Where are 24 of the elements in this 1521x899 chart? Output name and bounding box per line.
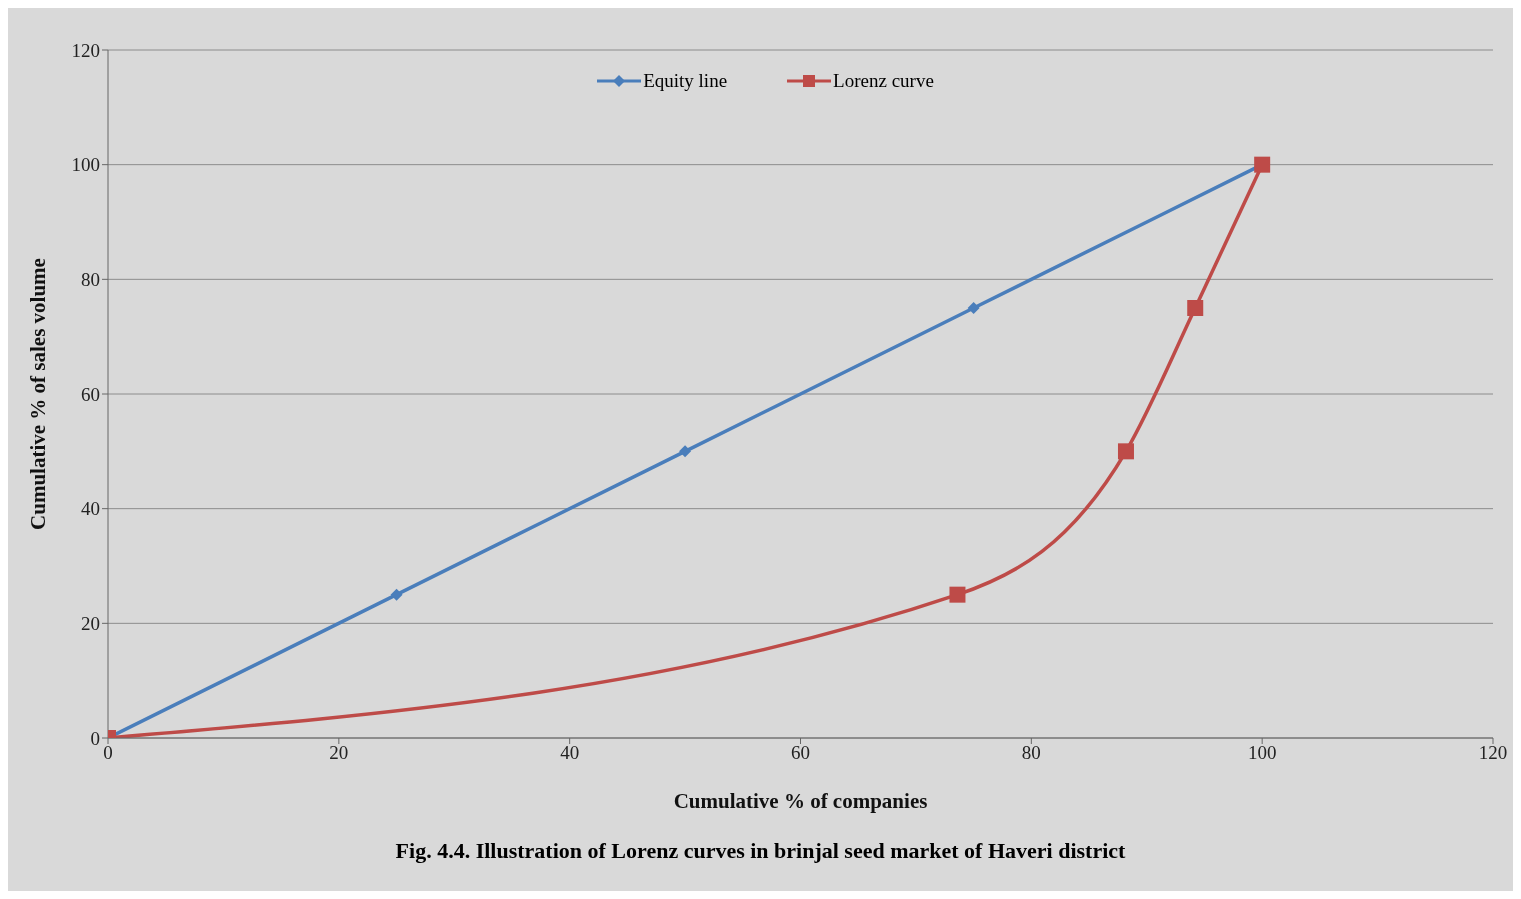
y-tick-label: 40 — [81, 498, 100, 520]
x-tick-label: 80 — [1021, 742, 1041, 764]
y-tick-label: 20 — [81, 613, 100, 635]
point — [1117, 443, 1134, 460]
point — [1187, 300, 1204, 316]
point — [390, 588, 403, 601]
x-axis-title: Cumulative % of companies — [673, 789, 928, 813]
legend-label: Lorenz curve — [833, 70, 934, 92]
y-tick-label: 60 — [81, 383, 100, 405]
point — [949, 586, 966, 603]
legend-label: Equity line — [643, 70, 728, 92]
y-tick-label: 0 — [90, 727, 100, 749]
x-tick-label: 120 — [1478, 742, 1508, 764]
x-tick-label: 60 — [791, 742, 810, 764]
x-tick-label: 20 — [329, 742, 349, 764]
y-tick-label: 80 — [81, 269, 100, 291]
point — [967, 302, 980, 314]
x-tick-label: 40 — [560, 742, 580, 764]
x-tick-label: 100 — [1247, 742, 1277, 764]
y-axis-title: Cumulative % of sales volume — [26, 258, 51, 530]
y-tick-label: 100 — [71, 154, 100, 176]
text: Fig. 4.4. Illustration of Lorenz curves in brinjal seed market of Haveri district — [394, 838, 1127, 864]
y-tick-label: 120 — [71, 39, 100, 61]
point — [679, 445, 692, 458]
